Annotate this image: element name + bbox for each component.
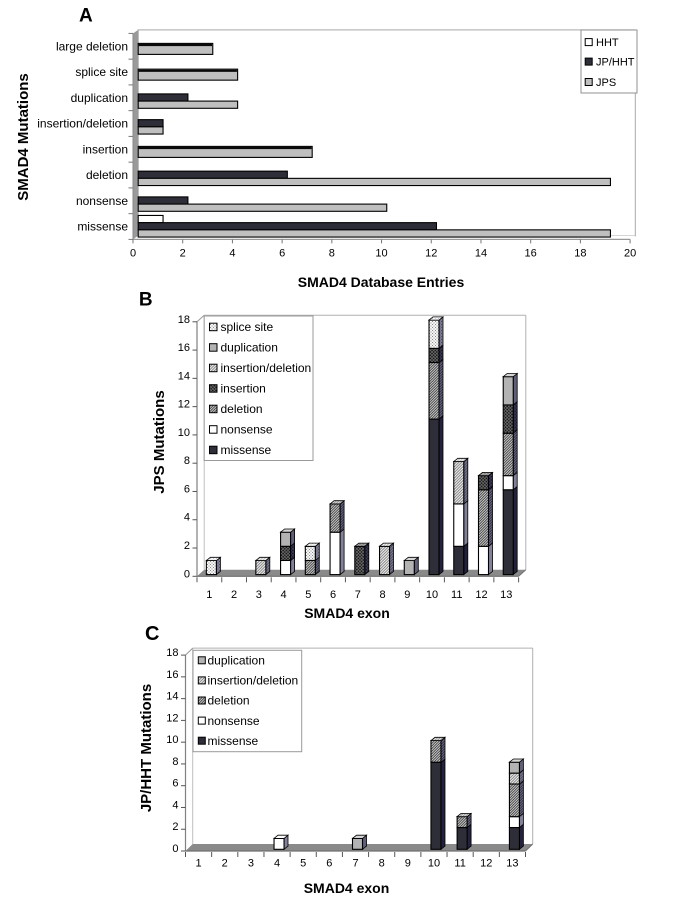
- svg-text:2: 2: [222, 858, 228, 870]
- svg-text:10: 10: [426, 589, 438, 601]
- svg-text:7: 7: [352, 858, 358, 870]
- svg-text:nonsense: nonsense: [221, 423, 273, 437]
- svg-text:11: 11: [451, 589, 462, 601]
- svg-text:4: 4: [184, 512, 190, 524]
- svg-text:5: 5: [305, 589, 311, 601]
- svg-text:SMAD4 Database Entries: SMAD4 Database Entries: [298, 274, 465, 290]
- svg-text:4: 4: [274, 858, 280, 870]
- svg-text:0: 0: [172, 843, 178, 855]
- svg-text:12: 12: [178, 399, 190, 411]
- svg-text:large deletion: large deletion: [56, 39, 128, 53]
- svg-text:insertion: insertion: [221, 382, 266, 396]
- svg-text:deletion: deletion: [221, 402, 263, 416]
- svg-text:16: 16: [525, 247, 537, 259]
- svg-text:JPS Mutations: JPS Mutations: [151, 390, 168, 493]
- svg-text:12: 12: [425, 247, 437, 259]
- svg-text:16: 16: [178, 342, 190, 354]
- svg-text:5: 5: [300, 858, 306, 870]
- svg-text:HHT: HHT: [596, 37, 619, 49]
- svg-text:8: 8: [379, 589, 385, 601]
- svg-text:6: 6: [330, 589, 336, 601]
- svg-text:3: 3: [256, 589, 262, 601]
- svg-text:18: 18: [166, 647, 178, 659]
- svg-text:20: 20: [624, 247, 636, 259]
- svg-text:4: 4: [172, 799, 178, 811]
- svg-text:4: 4: [229, 247, 235, 259]
- svg-text:missense: missense: [221, 443, 272, 457]
- svg-text:12: 12: [166, 712, 178, 724]
- svg-text:8: 8: [172, 756, 178, 768]
- svg-text:11: 11: [454, 858, 465, 870]
- svg-text:6: 6: [279, 247, 285, 259]
- svg-text:4: 4: [281, 589, 287, 601]
- svg-text:12: 12: [475, 589, 487, 601]
- svg-text:18: 18: [178, 314, 190, 326]
- svg-text:duplication: duplication: [208, 654, 265, 668]
- svg-text:10: 10: [178, 427, 190, 439]
- svg-text:14: 14: [166, 691, 178, 703]
- svg-text:SMAD4 Mutations: SMAD4 Mutations: [15, 73, 32, 201]
- svg-text:insertion/deletion: insertion/deletion: [208, 674, 299, 688]
- svg-text:2: 2: [231, 589, 237, 601]
- svg-text:insertion/deletion: insertion/deletion: [221, 361, 312, 375]
- svg-text:B: B: [139, 290, 153, 311]
- svg-text:nonsense: nonsense: [76, 194, 128, 208]
- svg-text:1: 1: [206, 589, 212, 601]
- svg-text:deletion: deletion: [208, 694, 250, 708]
- svg-text:10: 10: [428, 858, 440, 870]
- svg-text:7: 7: [355, 589, 361, 601]
- svg-text:splice site: splice site: [75, 65, 128, 79]
- svg-text:insertion/deletion: insertion/deletion: [37, 117, 128, 131]
- svg-text:JPS: JPS: [596, 77, 616, 89]
- svg-text:C: C: [145, 623, 159, 645]
- svg-text:0: 0: [184, 568, 190, 580]
- svg-text:missense: missense: [77, 220, 128, 234]
- svg-text:10: 10: [166, 734, 178, 746]
- svg-text:3: 3: [248, 858, 254, 870]
- svg-text:8: 8: [184, 455, 190, 467]
- svg-text:8: 8: [379, 858, 385, 870]
- svg-text:2: 2: [180, 247, 186, 259]
- svg-text:9: 9: [404, 589, 410, 601]
- svg-text:1: 1: [196, 858, 202, 870]
- svg-text:0: 0: [130, 247, 136, 259]
- svg-text:6: 6: [326, 858, 332, 870]
- svg-text:missense: missense: [208, 734, 259, 748]
- svg-text:13: 13: [500, 589, 512, 601]
- svg-text:nonsense: nonsense: [208, 714, 260, 728]
- svg-text:14: 14: [178, 370, 190, 382]
- svg-text:14: 14: [475, 247, 487, 259]
- svg-text:12: 12: [480, 858, 492, 870]
- svg-text:2: 2: [172, 821, 178, 833]
- svg-text:2: 2: [184, 540, 190, 552]
- svg-text:insertion: insertion: [83, 142, 128, 156]
- svg-text:6: 6: [172, 778, 178, 790]
- svg-text:JP/HHT Mutations: JP/HHT Mutations: [138, 684, 155, 812]
- svg-text:JP/HHT: JP/HHT: [596, 57, 635, 69]
- svg-text:9: 9: [405, 858, 411, 870]
- svg-text:18: 18: [574, 247, 586, 259]
- svg-text:splice site: splice site: [221, 320, 274, 334]
- svg-text:8: 8: [329, 247, 335, 259]
- svg-text:10: 10: [375, 247, 387, 259]
- svg-text:SMAD4 exon: SMAD4 exon: [304, 605, 390, 621]
- svg-text:SMAD4 exon: SMAD4 exon: [304, 880, 390, 896]
- svg-text:duplication: duplication: [71, 91, 128, 105]
- svg-text:16: 16: [166, 669, 178, 681]
- svg-text:6: 6: [184, 483, 190, 495]
- svg-text:A: A: [79, 6, 93, 27]
- svg-text:deletion: deletion: [86, 168, 128, 182]
- svg-text:duplication: duplication: [221, 341, 278, 355]
- svg-text:13: 13: [506, 858, 518, 870]
